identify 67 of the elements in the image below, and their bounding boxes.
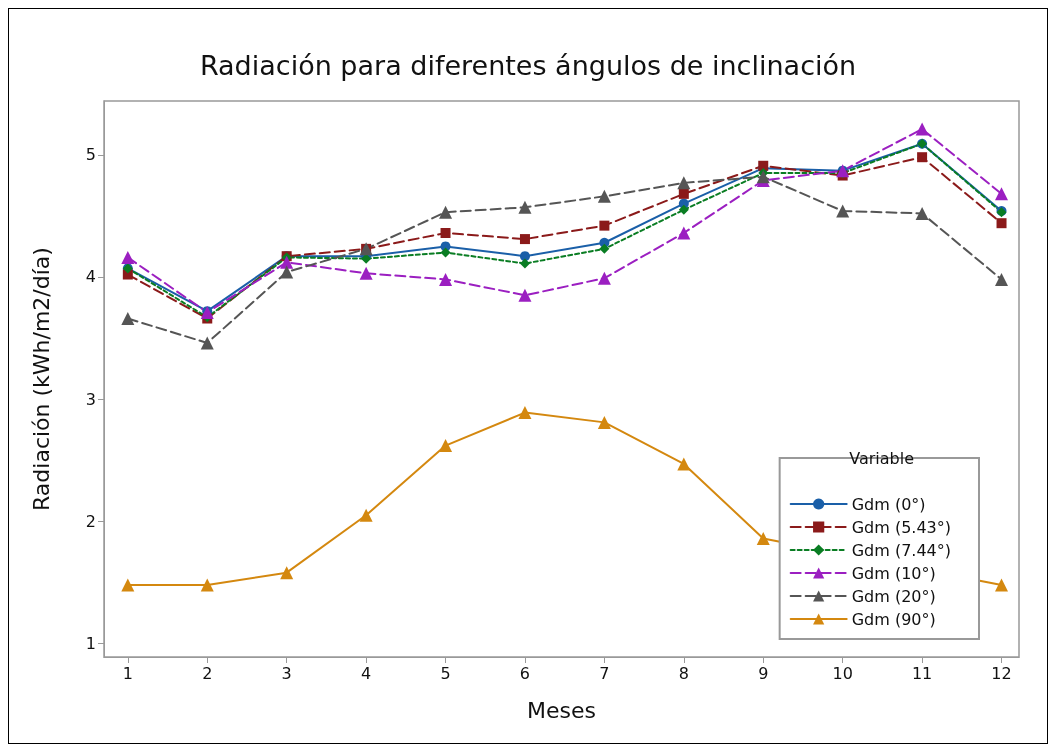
point bbox=[677, 226, 691, 240]
point bbox=[597, 271, 611, 285]
point bbox=[359, 508, 373, 522]
point bbox=[439, 439, 453, 453]
point bbox=[200, 336, 214, 350]
legend-label: Gdm (0°) bbox=[851, 494, 926, 514]
x-tick-label: 11 bbox=[911, 663, 933, 683]
x-tick-label: 10 bbox=[832, 663, 853, 683]
point bbox=[439, 272, 453, 286]
point bbox=[440, 227, 451, 238]
point bbox=[678, 204, 689, 215]
legend-label: Gdm (7.44°) bbox=[851, 540, 952, 560]
point bbox=[280, 255, 294, 269]
point bbox=[677, 176, 691, 190]
legend-label: Gdm (10°) bbox=[851, 563, 936, 583]
point bbox=[280, 566, 294, 580]
point bbox=[519, 251, 530, 262]
point bbox=[996, 218, 1007, 229]
point bbox=[440, 247, 451, 258]
x-tick-label: 2 bbox=[202, 663, 213, 683]
point bbox=[597, 189, 611, 203]
legend-label: Gdm (5.43°) bbox=[851, 517, 952, 537]
x-tick-label: 6 bbox=[519, 663, 531, 683]
point bbox=[917, 152, 928, 163]
point bbox=[121, 578, 135, 592]
point bbox=[439, 205, 453, 219]
x-tick-label: 4 bbox=[361, 663, 372, 683]
point bbox=[995, 578, 1009, 592]
chart-title: Radiación para diferentes ángulos de inclinación bbox=[199, 50, 857, 81]
point bbox=[518, 288, 532, 302]
point bbox=[995, 187, 1009, 201]
point bbox=[599, 243, 610, 254]
x-tick-label: 9 bbox=[758, 663, 769, 683]
legend-label: Gdm (90°) bbox=[851, 609, 936, 629]
x-tick-label: 7 bbox=[599, 663, 610, 683]
point bbox=[280, 265, 294, 279]
point bbox=[756, 531, 770, 545]
point bbox=[519, 258, 530, 269]
x-tick-label: 8 bbox=[678, 663, 689, 683]
y-tick-label: 1 bbox=[85, 634, 96, 654]
point bbox=[836, 204, 850, 218]
x-tick-label: 1 bbox=[122, 663, 133, 683]
point bbox=[995, 272, 1009, 286]
y-axis-title: Radiación (kWh/m2/día) bbox=[28, 247, 54, 511]
x-tick-label: 5 bbox=[440, 663, 451, 683]
legend-title: Variable bbox=[849, 448, 914, 468]
point bbox=[597, 415, 611, 429]
x-axis-title: Meses bbox=[527, 697, 596, 723]
x-tick-label: 12 bbox=[991, 663, 1012, 683]
point bbox=[677, 457, 691, 471]
point bbox=[678, 188, 689, 199]
point bbox=[519, 234, 530, 245]
point bbox=[518, 406, 532, 420]
y-tick-label: 4 bbox=[85, 267, 96, 287]
y-tick-label: 2 bbox=[85, 511, 96, 531]
point bbox=[518, 200, 532, 214]
point bbox=[200, 578, 214, 592]
point bbox=[121, 312, 135, 326]
point bbox=[915, 122, 929, 136]
point bbox=[599, 220, 610, 231]
point bbox=[121, 250, 135, 264]
legend-label: Gdm (20°) bbox=[851, 586, 936, 606]
y-tick-label: 3 bbox=[85, 389, 96, 409]
x-tick-label: 3 bbox=[281, 663, 292, 683]
y-tick-label: 5 bbox=[85, 145, 96, 165]
point bbox=[915, 206, 929, 220]
point bbox=[359, 266, 373, 280]
